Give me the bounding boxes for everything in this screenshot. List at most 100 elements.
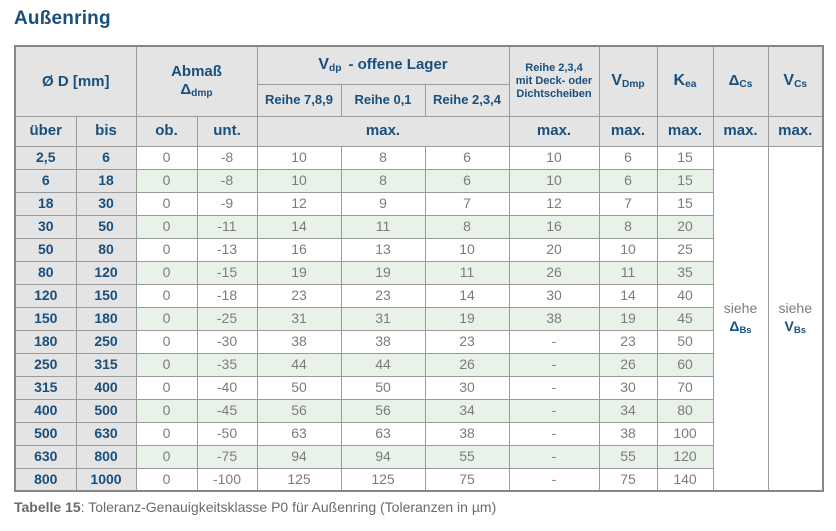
subheader-max-vcs: max. bbox=[767, 115, 824, 147]
cell-reihe-01: 50 bbox=[340, 375, 426, 400]
cell-kea: 120 bbox=[656, 444, 714, 469]
cell-bis: 120 bbox=[75, 260, 137, 285]
col-header-reihe-234: Reihe 2,3,4 bbox=[424, 83, 510, 117]
cell-reihe-234: 75 bbox=[424, 467, 510, 492]
cell-reihe-234: 14 bbox=[424, 283, 510, 308]
cell-reihe-01: 38 bbox=[340, 329, 426, 354]
subheader-max-vdp: max. bbox=[256, 115, 510, 147]
cell-reihe-789: 44 bbox=[256, 352, 342, 377]
cell-deckscheiben: 12 bbox=[508, 191, 600, 216]
table-caption: Tabelle 15: Toleranz-Genauigkeitsklasse … bbox=[14, 499, 496, 515]
page-title: Außenring bbox=[14, 8, 111, 29]
cell-reihe-01: 11 bbox=[340, 214, 426, 239]
siehe-word: siehe bbox=[778, 299, 812, 316]
cell-unt: -50 bbox=[196, 421, 258, 446]
cell-reihe-789: 10 bbox=[256, 168, 342, 193]
cell-ob: 0 bbox=[135, 214, 198, 239]
cell-reihe-01: 13 bbox=[340, 237, 426, 262]
col-header-abmass: Abmaß Δdmp bbox=[135, 45, 258, 117]
cell-ob: 0 bbox=[135, 467, 198, 492]
cell-bis: 1000 bbox=[75, 467, 137, 492]
subheader-max-vdmp: max. bbox=[598, 115, 658, 147]
cell-deckscheiben: - bbox=[508, 444, 600, 469]
cell-reihe-01: 56 bbox=[340, 398, 426, 423]
siehe-word: siehe bbox=[723, 299, 758, 316]
cell-ueber: 80 bbox=[14, 260, 77, 285]
table-row: 180 250 0 -30 38 38 23 - 23 50 bbox=[14, 329, 823, 354]
cell-vdmp: 55 bbox=[598, 444, 658, 469]
cell-ueber: 500 bbox=[14, 421, 77, 446]
subheader-bis: bis bbox=[75, 115, 137, 147]
cell-bis: 800 bbox=[75, 444, 137, 469]
subheader-max-kea: max. bbox=[656, 115, 714, 147]
cell-deckscheiben: - bbox=[508, 467, 600, 492]
cell-reihe-01: 23 bbox=[340, 283, 426, 308]
cell-deckscheiben: 20 bbox=[508, 237, 600, 262]
cell-kea: 140 bbox=[656, 467, 714, 492]
cell-kea: 15 bbox=[656, 191, 714, 216]
table-caption-label: Tabelle 15 bbox=[14, 499, 81, 515]
cell-vdmp: 30 bbox=[598, 375, 658, 400]
col-header-reihe-01: Reihe 0,1 bbox=[340, 83, 426, 117]
subheader-max-dcs: max. bbox=[712, 115, 769, 147]
cell-vdmp: 11 bbox=[598, 260, 658, 285]
cell-deckscheiben: - bbox=[508, 398, 600, 423]
cell-siehe-delta-bs: siehe ΔBs bbox=[712, 145, 769, 492]
cell-vdmp: 10 bbox=[598, 237, 658, 262]
subheader-ueber: über bbox=[14, 115, 77, 147]
cell-ueber: 18 bbox=[14, 191, 77, 216]
cell-reihe-01: 8 bbox=[340, 168, 426, 193]
cell-ueber: 120 bbox=[14, 283, 77, 308]
cell-vdmp: 34 bbox=[598, 398, 658, 423]
cell-kea: 20 bbox=[656, 214, 714, 239]
table-body: 2,5 6 0 -8 10 8 6 10 6 15 siehe ΔBs sieh… bbox=[14, 145, 824, 492]
cell-bis: 400 bbox=[75, 375, 137, 400]
cell-deckscheiben: - bbox=[508, 329, 600, 354]
table-row: 250 315 0 -35 44 44 26 - 26 60 bbox=[14, 352, 823, 377]
cell-bis: 6 bbox=[75, 145, 137, 170]
col-header-kea: Kea bbox=[656, 45, 714, 117]
cell-ueber: 630 bbox=[14, 444, 77, 469]
cell-reihe-01: 44 bbox=[340, 352, 426, 377]
cell-reihe-789: 94 bbox=[256, 444, 342, 469]
cell-reihe-01: 63 bbox=[340, 421, 426, 446]
cell-kea: 45 bbox=[656, 306, 714, 331]
cell-reihe-234: 23 bbox=[424, 329, 510, 354]
cell-ueber: 6 bbox=[14, 168, 77, 193]
cell-reihe-234: 6 bbox=[424, 168, 510, 193]
cell-ob: 0 bbox=[135, 352, 198, 377]
cell-unt: -40 bbox=[196, 375, 258, 400]
cell-bis: 315 bbox=[75, 352, 137, 377]
cell-ob: 0 bbox=[135, 283, 198, 308]
cell-bis: 630 bbox=[75, 421, 137, 446]
cell-unt: -15 bbox=[196, 260, 258, 285]
cell-reihe-01: 9 bbox=[340, 191, 426, 216]
cell-reihe-789: 23 bbox=[256, 283, 342, 308]
col-header-reihe-789: Reihe 7,8,9 bbox=[256, 83, 342, 117]
delta-bs-symbol: ΔBs bbox=[729, 317, 752, 336]
table-row: 30 50 0 -11 14 11 8 16 8 20 bbox=[14, 214, 823, 239]
header-row-2: Reihe 7,8,9 Reihe 0,1 Reihe 2,3,4 bbox=[15, 83, 823, 117]
cell-kea: 60 bbox=[656, 352, 714, 377]
header-row-3: über bis ob. unt. max. max. max. max. ma… bbox=[14, 115, 824, 147]
cell-kea: 40 bbox=[656, 283, 714, 308]
cell-reihe-01: 94 bbox=[340, 444, 426, 469]
cell-deckscheiben: - bbox=[508, 375, 600, 400]
cell-ob: 0 bbox=[135, 375, 198, 400]
cell-unt: -35 bbox=[196, 352, 258, 377]
cell-ob: 0 bbox=[135, 398, 198, 423]
cell-ueber: 800 bbox=[14, 467, 77, 492]
cell-reihe-234: 30 bbox=[424, 375, 510, 400]
cell-ob: 0 bbox=[135, 145, 198, 170]
cell-reihe-234: 7 bbox=[424, 191, 510, 216]
cell-kea: 80 bbox=[656, 398, 714, 423]
cell-reihe-01: 125 bbox=[340, 467, 426, 492]
cell-unt: -75 bbox=[196, 444, 258, 469]
cell-deckscheiben: - bbox=[508, 352, 600, 377]
cell-bis: 250 bbox=[75, 329, 137, 354]
table-row: 2,5 6 0 -8 10 8 6 10 6 15 siehe ΔBs sieh… bbox=[14, 145, 824, 492]
cell-reihe-234: 55 bbox=[424, 444, 510, 469]
cell-reihe-789: 56 bbox=[256, 398, 342, 423]
cell-reihe-789: 16 bbox=[256, 237, 342, 262]
